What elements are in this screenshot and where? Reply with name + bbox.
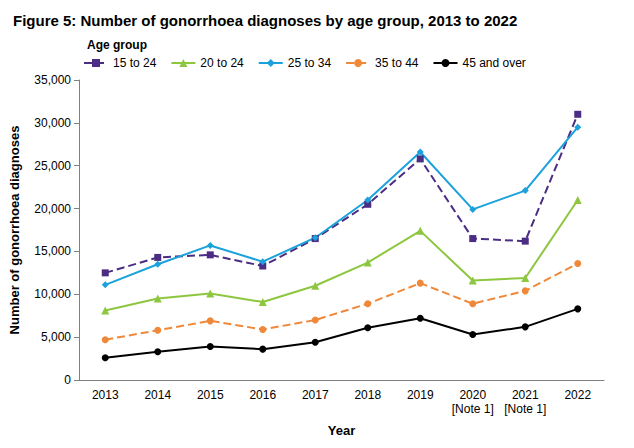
svg-text:2014: 2014: [144, 388, 171, 402]
svg-text:20 to 24: 20 to 24: [200, 56, 244, 70]
svg-text:2017: 2017: [302, 388, 329, 402]
svg-text:2013: 2013: [92, 388, 119, 402]
svg-text:Figure 5: Number of gonorrhoea: Figure 5: Number of gonorrhoea diagnoses…: [13, 12, 517, 29]
svg-text:2020: 2020: [459, 388, 486, 402]
svg-text:2018: 2018: [354, 388, 381, 402]
svg-text:5,000: 5,000: [41, 330, 71, 344]
svg-text:25 to 34: 25 to 34: [288, 56, 332, 70]
svg-text:[Note 1]: [Note 1]: [504, 402, 546, 416]
svg-text:0: 0: [64, 373, 71, 387]
svg-text:2015: 2015: [197, 388, 224, 402]
svg-text:45 and over: 45 and over: [462, 56, 525, 70]
svg-text:10,000: 10,000: [34, 287, 71, 301]
svg-text:15,000: 15,000: [34, 244, 71, 258]
svg-text:35 to 44: 35 to 44: [375, 56, 419, 70]
svg-text:35,000: 35,000: [34, 73, 71, 87]
svg-text:25,000: 25,000: [34, 159, 71, 173]
svg-text:2016: 2016: [249, 388, 276, 402]
svg-text:2021: 2021: [512, 388, 539, 402]
svg-text:30,000: 30,000: [34, 116, 71, 130]
svg-text:2022: 2022: [564, 388, 591, 402]
svg-text:15 to 24: 15 to 24: [113, 56, 157, 70]
svg-text:20,000: 20,000: [34, 202, 71, 216]
svg-text:Year: Year: [328, 423, 355, 438]
svg-text:Age group: Age group: [87, 38, 147, 52]
svg-text:[Note 1]: [Note 1]: [452, 402, 494, 416]
svg-text:2019: 2019: [407, 388, 434, 402]
svg-text:Number of gonorrhoea diagnoses: Number of gonorrhoea diagnoses: [7, 126, 22, 335]
